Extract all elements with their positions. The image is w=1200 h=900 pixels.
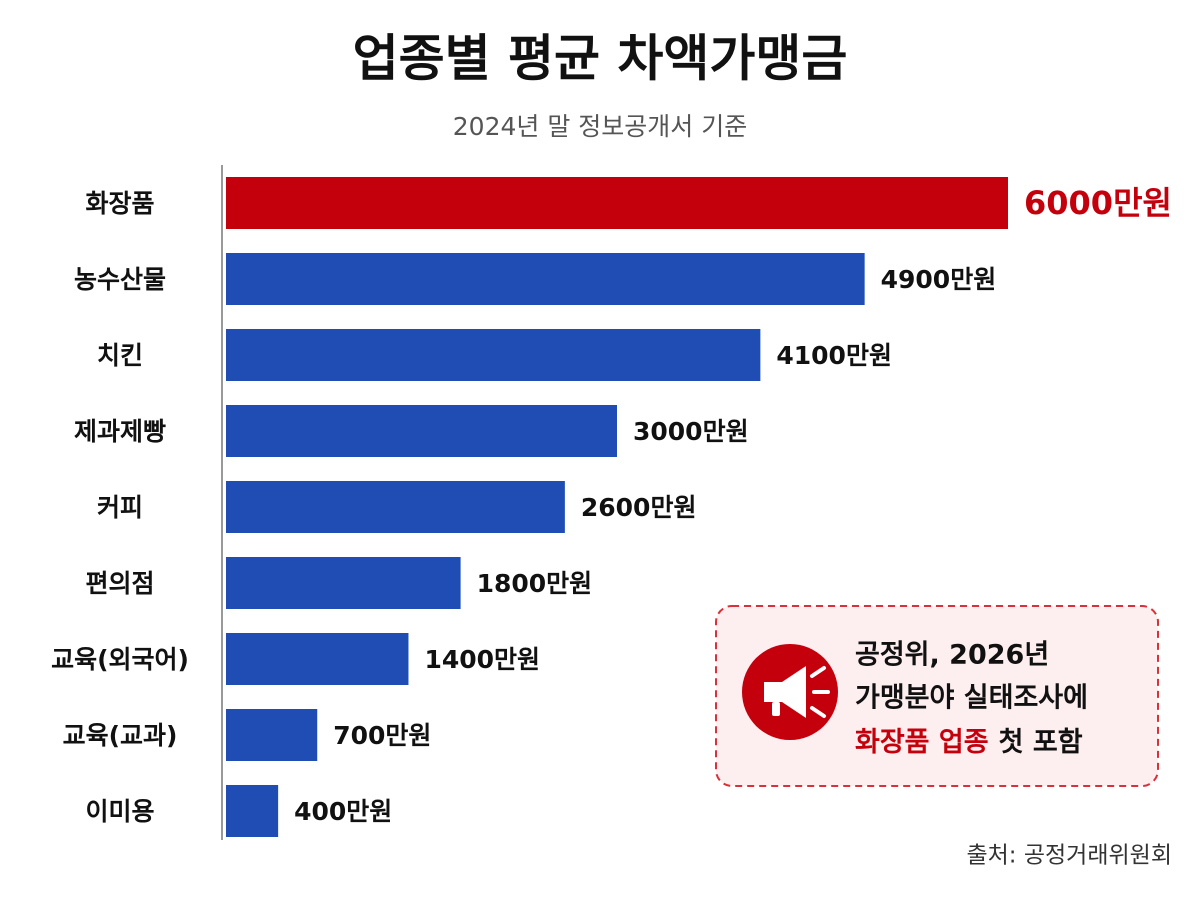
bar [226,177,1008,229]
y-tick-label: 교육(외국어) [51,645,189,674]
y-tick-label: 이미용 [85,797,154,826]
chart-title: 업종별 평균 차액가맹금 [353,30,848,88]
source: 출처: 공정거래위원회 [966,843,1172,869]
value-label: 4100만원 [776,341,892,370]
y-tick-label: 농수산물 [74,265,166,294]
bar [226,633,409,685]
callout-text: 첫 포함 [999,727,1083,758]
y-tick-label: 제과제빵 [74,417,166,446]
callout-line: 화장품 업종 첫 포함 [855,727,1083,758]
value-label: 3000만원 [633,417,749,446]
bar [226,405,617,457]
bar [226,709,318,761]
bar [226,481,565,533]
chart-subtitle: 2024년 말 정보공개서 기준 [453,112,747,141]
megaphone-icon [764,666,830,718]
y-tick-label: 치킨 [97,341,143,370]
value-label: 4900만원 [881,265,997,294]
bar [226,253,865,305]
value-label: 1800만원 [477,569,593,598]
y-tick-label: 커피 [97,493,143,522]
y-tick-label: 화장품 [85,189,154,218]
value-label: 1400만원 [424,645,540,674]
callout-highlight: 화장품 업종 [855,727,989,758]
callout-box [715,605,1159,787]
y-tick-label: 편의점 [85,569,154,598]
callout-line: 공정위, 2026년 [855,640,1049,671]
y-tick-label: 교육(교과) [63,721,178,750]
value-label: 2600만원 [581,493,697,522]
bar [226,329,761,381]
value-label: 400만원 [294,797,392,826]
callout-line: 가맹분야 실태조사에 [855,683,1088,714]
value-label: 700만원 [333,721,431,750]
bar [226,557,461,609]
bar [226,785,279,837]
value-label: 6000만원 [1024,184,1172,222]
